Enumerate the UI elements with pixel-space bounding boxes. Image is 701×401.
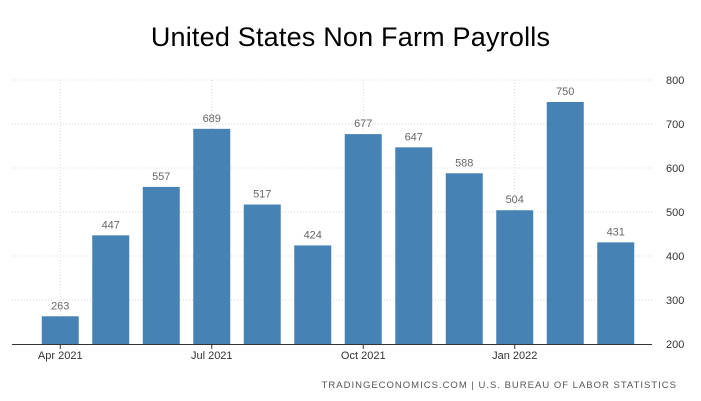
bar [496,210,534,344]
data-labels: 263 447 557 689 517 424 677 647 588 504 750 431 [51,86,625,312]
data-label: 263 [51,300,69,312]
y-tick-label: 200 [666,339,684,351]
bar [546,102,584,344]
y-tick-label: 600 [666,163,684,175]
data-label: 677 [354,118,372,130]
source-credit: TRADINGECONOMICS.COM | U.S. BUREAU OF LA… [321,380,677,391]
bar [294,245,332,344]
bar [445,173,483,344]
x-tick-label: Jul 2021 [191,350,233,362]
bars [41,102,635,344]
bar [92,235,130,344]
bar [395,147,433,344]
bar [193,128,231,344]
x-tick-label: Jan 2022 [492,350,537,362]
y-tick-label: 700 [666,119,684,131]
data-label: 447 [102,219,120,231]
data-label: 750 [556,86,574,98]
bar [344,134,382,344]
bar [243,204,281,344]
data-label: 588 [455,157,473,169]
bar [142,186,180,344]
data-label: 431 [607,226,625,238]
x-tick-label: Oct 2021 [341,350,386,362]
y-tick-label: 400 [666,251,684,263]
x-axis: Apr 2021 Jul 2021 Oct 2021 Jan 2022 [12,344,652,362]
y-tick-label: 300 [666,295,684,307]
y-axis: 200 300 400 500 600 700 800 [666,75,684,351]
data-label: 424 [304,229,322,241]
y-tick-label: 500 [666,207,684,219]
data-label: 557 [152,171,170,183]
data-label: 689 [203,113,221,125]
bar [41,316,79,344]
data-label: 504 [506,194,524,206]
bar [597,242,635,344]
y-tick-label: 800 [666,75,684,87]
data-label: 647 [405,131,423,143]
data-label: 517 [253,189,271,201]
x-tick-label: Apr 2021 [38,350,83,362]
chart-title: United States Non Farm Payrolls [150,22,551,52]
